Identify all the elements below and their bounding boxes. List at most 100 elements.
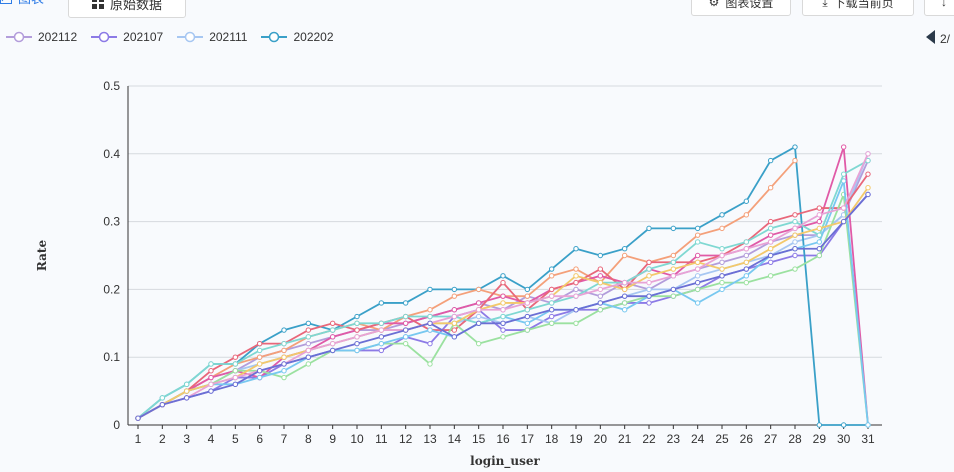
data-point xyxy=(816,232,823,238)
data-point xyxy=(597,252,604,259)
data-point xyxy=(281,354,287,360)
data-point xyxy=(402,313,409,320)
data-point xyxy=(427,327,433,333)
y-tick-label: 0 xyxy=(113,418,120,432)
data-point xyxy=(475,313,482,320)
chart-settings-button[interactable]: ⚙ 图表设置 xyxy=(691,0,791,16)
tab-raw-data[interactable]: 原始数据 xyxy=(68,0,186,18)
x-tick-label: 11 xyxy=(375,432,388,446)
data-point xyxy=(816,246,823,252)
data-point xyxy=(500,300,506,306)
data-point xyxy=(792,239,798,245)
legend-item[interactable]: 202202 xyxy=(261,30,334,44)
data-point xyxy=(573,273,579,279)
data-point xyxy=(573,266,579,272)
data-point xyxy=(524,313,531,320)
data-point xyxy=(500,293,506,299)
chart-settings-label: 图表设置 xyxy=(725,0,774,10)
legend-item[interactable]: 202111 xyxy=(177,30,247,44)
data-point xyxy=(646,279,652,286)
series-line xyxy=(137,159,796,420)
data-point xyxy=(621,279,628,286)
data-point xyxy=(792,212,798,218)
legend-marker-icon xyxy=(261,31,288,43)
data-point xyxy=(767,252,774,259)
data-point xyxy=(694,300,701,306)
data-point xyxy=(427,361,433,367)
tab-chart[interactable]: 图表 xyxy=(0,0,44,7)
data-point xyxy=(670,273,677,279)
data-point xyxy=(816,422,823,428)
data-point xyxy=(524,327,531,333)
x-tick-label: 3 xyxy=(183,432,190,446)
data-point xyxy=(500,320,506,326)
data-point xyxy=(256,347,263,354)
data-point xyxy=(597,307,604,313)
data-point xyxy=(402,327,409,333)
data-point xyxy=(573,246,579,252)
data-point xyxy=(451,327,458,333)
x-tick-label: 5 xyxy=(232,432,239,446)
x-tick-label: 31 xyxy=(861,432,875,446)
data-point xyxy=(475,286,482,293)
data-point xyxy=(767,259,774,265)
x-tick-label: 20 xyxy=(594,432,608,446)
data-point xyxy=(378,320,385,326)
data-point xyxy=(427,320,433,326)
caret-left-icon[interactable] xyxy=(926,30,936,47)
data-point xyxy=(670,266,677,272)
data-point xyxy=(719,273,725,279)
data-point xyxy=(670,225,677,232)
data-point xyxy=(256,361,263,367)
data-point xyxy=(694,266,701,272)
data-point xyxy=(743,239,750,245)
data-point xyxy=(646,293,652,299)
data-point xyxy=(719,266,725,272)
download-page-label: 下载当前页 xyxy=(833,0,894,10)
data-point xyxy=(792,218,798,225)
download-icon: ⤓ xyxy=(822,0,828,9)
data-point xyxy=(792,225,798,232)
y-axis-title: Rate xyxy=(35,240,49,272)
x-tick-label: 19 xyxy=(569,432,583,446)
download-more-button[interactable]: ↓ xyxy=(924,0,954,16)
data-point xyxy=(354,347,360,354)
series-line xyxy=(137,193,869,420)
data-point xyxy=(402,334,409,340)
data-point xyxy=(500,313,506,320)
data-point xyxy=(232,354,239,360)
data-point xyxy=(792,252,798,259)
data-point xyxy=(573,293,579,299)
data-point xyxy=(573,286,579,293)
data-point xyxy=(281,374,287,381)
data-point xyxy=(743,252,750,259)
x-tick-label: 22 xyxy=(642,432,656,446)
download-page-button[interactable]: ⤓ 下载当前页 xyxy=(802,0,914,16)
data-point xyxy=(475,300,482,306)
legend-pager[interactable]: 2/ xyxy=(926,30,950,47)
tab-raw-label: 原始数据 xyxy=(109,0,162,12)
data-point xyxy=(597,286,604,293)
data-point xyxy=(256,340,263,347)
data-point xyxy=(792,144,798,150)
x-tick-label: 24 xyxy=(691,432,705,446)
data-point xyxy=(694,273,701,279)
data-point xyxy=(378,347,385,354)
data-point xyxy=(402,300,409,306)
data-point xyxy=(646,286,652,293)
legend-item[interactable]: 202112 xyxy=(6,30,77,44)
data-point xyxy=(719,212,725,218)
data-point xyxy=(475,320,482,326)
data-point xyxy=(232,361,239,367)
data-point xyxy=(281,327,287,333)
data-point xyxy=(232,368,239,374)
data-point xyxy=(597,266,604,272)
data-point xyxy=(208,381,214,388)
pager-label: 2/ xyxy=(940,31,951,46)
data-point xyxy=(670,286,677,293)
data-point xyxy=(329,327,336,333)
data-point xyxy=(329,334,336,340)
series-line xyxy=(137,193,869,420)
legend-item[interactable]: 202107 xyxy=(91,30,163,44)
data-point xyxy=(524,293,531,299)
